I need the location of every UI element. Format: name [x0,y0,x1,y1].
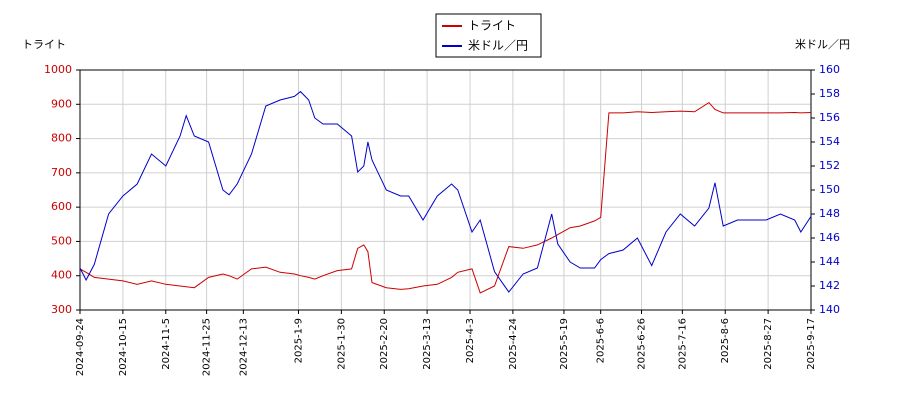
y2-tick-label: 150 [819,183,840,196]
x-tick-label: 2025-4-24 [508,318,519,370]
y-axis-title: トライト [22,38,66,51]
y-tick-label: 700 [51,166,72,179]
y2-tick-label: 144 [819,255,840,268]
x-tick-label: 2025-3-13 [422,318,433,370]
y2-axis-title: 米ドル／円 [795,38,850,51]
y2-tick-label: 140 [819,303,840,316]
x-tick-label: 2025-6-26 [637,318,648,370]
plot-frame [79,69,812,311]
y2-tick-label: 158 [819,87,840,100]
y2-tick-label: 146 [819,231,840,244]
x-tick-label: 2025-9-17 [806,318,817,370]
legend-box [435,13,542,58]
x-tick-label: 2025-8-6 [720,318,731,363]
y2-tick-label: 152 [819,159,840,172]
x-tick-label: 2025-1-9 [293,318,304,363]
x-tick-label: 2025-2-20 [379,318,390,370]
y-tick-label: 600 [51,200,72,213]
x-tick-label: 2025-7-16 [677,318,688,370]
y2-tick-label: 156 [819,111,840,124]
x-tick-label: 2024-10-15 [118,318,129,376]
x-tick-label: 2025-6-6 [596,318,607,363]
x-tick-label: 2024-12-13 [238,318,249,376]
series-line [79,90,812,293]
x-tick-label: 2025-5-19 [559,318,570,370]
x-tick-label: 2025-1-30 [336,318,347,370]
x-tick-label: 2024-11-5 [161,318,172,370]
x-tick-label: 2024-09-24 [75,318,86,376]
series-line [79,101,812,294]
x-tick-label: 2025-8-27 [763,318,774,370]
y-tick-label: 1000 [44,63,72,76]
y-tick-label: 500 [51,234,72,247]
y2-tick-label: 142 [819,279,840,292]
x-tick-label: 2024-11-25 [202,318,213,376]
y-tick-label: 900 [51,97,72,110]
legend-label: 米ドル／円 [468,39,528,53]
x-tick-label: 2025-4-3 [465,318,476,363]
y-tick-label: 800 [51,132,72,145]
y2-tick-label: 154 [819,135,840,148]
legend-label: トライト [468,19,516,33]
y2-tick-label: 148 [819,207,840,220]
y2-tick-label: 160 [819,63,840,76]
y-tick-label: 300 [51,303,72,316]
y-tick-label: 400 [51,269,72,282]
